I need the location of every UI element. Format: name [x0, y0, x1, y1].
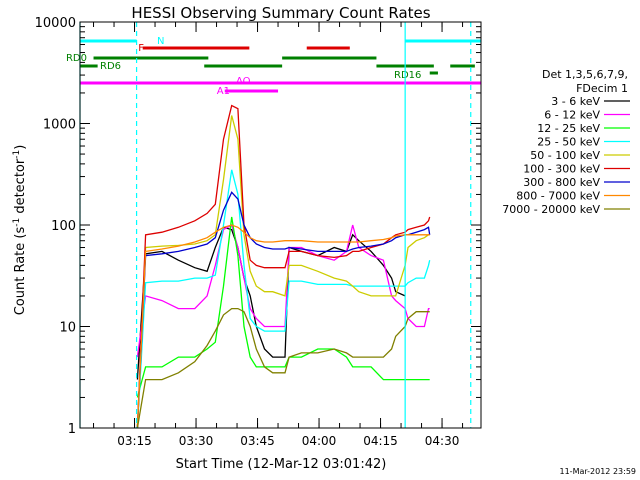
x-tick-label-2: 03:45	[240, 434, 275, 448]
footer-timestamp: 11-Mar-2012 23:59	[560, 467, 637, 476]
series-line-0	[136, 226, 406, 380]
flag-label-rd16: RD16	[394, 70, 421, 81]
series-line-8	[136, 307, 430, 429]
x-tick-label-3: 04:00	[302, 434, 337, 448]
x-tick-label-1: 03:30	[179, 434, 214, 448]
series-line-7	[136, 224, 430, 429]
flag-label-f: F	[138, 43, 144, 54]
series-line-4	[136, 115, 430, 429]
legend-label-3: 25 - 50 keV	[537, 136, 600, 149]
legend-label-4: 50 - 100 keV	[530, 149, 600, 162]
x-tick-label-5: 04:30	[425, 434, 460, 448]
x-tick-label-4: 04:15	[363, 434, 398, 448]
y-tick-label-1: 10	[59, 321, 76, 336]
legend-label-1: 6 - 12 keV	[544, 109, 600, 122]
series-line-6	[136, 191, 431, 429]
y-tick-label-3: 1000	[43, 118, 76, 133]
series-line-3	[136, 169, 431, 429]
flag-label-rd0: RD0	[66, 53, 87, 64]
legend-header-line-2: FDecim 1	[576, 82, 628, 95]
legend-label-6: 300 - 800 keV	[523, 176, 600, 189]
chart-title: HESSI Observing Summary Count Rates	[131, 4, 430, 22]
flag-bars: N F RD0 RD6 RD16 AO A1	[66, 36, 481, 97]
y-tick-label-4: 10000	[35, 16, 76, 31]
legend-label-2: 12 - 25 keV	[537, 122, 600, 135]
x-axis: 03:15 03:30 03:45 04:00 04:15 04:30	[93, 22, 464, 448]
x-axis-label: Start Time (12-Mar-12 03:01:42)	[176, 457, 387, 472]
legend-label-5: 100 - 300 keV	[523, 163, 600, 176]
legend-label-0: 3 - 6 keV	[551, 95, 600, 108]
series-line-5	[136, 104, 431, 429]
flag-label-n: N	[157, 36, 164, 47]
y-tick-label-0: 1	[68, 422, 76, 437]
flag-label-ao: AO	[236, 76, 251, 87]
legend-label-7: 800 - 7000 keV	[516, 190, 600, 203]
y-tick-label-2: 100	[51, 219, 76, 234]
flag-label-rd6: RD6	[100, 61, 121, 72]
y-axis-label: Count Rate (s-1 detector-1)	[12, 145, 28, 316]
legend-label-8: 7000 - 20000 keV	[502, 203, 600, 216]
legend-header-line-1: Det 1,3,5,6,7,9,	[542, 68, 628, 81]
flag-label-a1: A1	[217, 86, 230, 97]
y-axis: 1 10 100 1000 10000	[35, 16, 481, 437]
x-tick-label-0: 03:15	[117, 434, 152, 448]
